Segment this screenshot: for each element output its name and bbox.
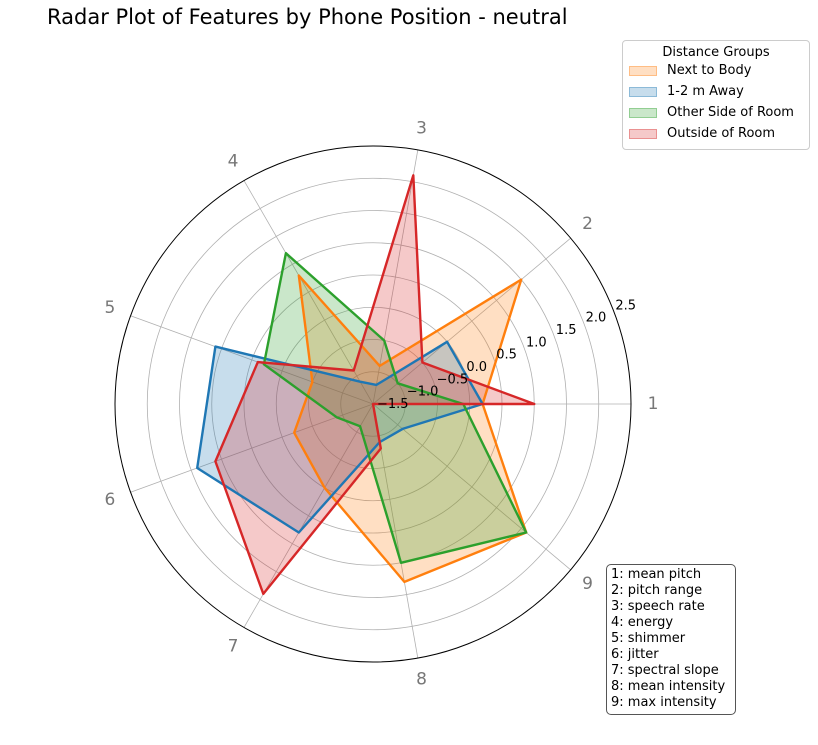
legend-label: Outside of Room: [667, 126, 776, 141]
radial-tick-label: −0.5: [437, 372, 469, 387]
series-area: [294, 275, 527, 582]
axis-label: 8: [416, 670, 427, 690]
feature-key-box: 1: mean pitch 2: pitch range 3: speech r…: [606, 564, 736, 715]
axis-label: 9: [582, 574, 593, 594]
axis-label: 2: [582, 214, 593, 234]
series-area: [263, 253, 527, 563]
chart-title: Radar Plot of Features by Phone Position…: [47, 5, 568, 29]
axis-label: 3: [416, 118, 427, 138]
legend-swatch: [629, 128, 657, 139]
grid-spoke: [130, 403, 374, 493]
legend-title: Distance Groups: [662, 45, 770, 60]
grid-spoke: [372, 237, 571, 405]
radial-tick-label: 0.0: [466, 360, 487, 375]
series-line: [262, 251, 528, 564]
feature-key-line: 1: mean pitch: [611, 567, 702, 582]
legend-swatch: [629, 107, 657, 118]
feature-key-line: 6: jitter: [611, 647, 659, 662]
feature-key-line: 9: max intensity: [611, 695, 717, 710]
axis-label: 5: [104, 298, 115, 318]
feature-key-line: 7: spectral slope: [611, 663, 719, 678]
feature-key-line: 3: speech rate: [611, 599, 705, 614]
outer-frame: [114, 145, 632, 663]
legend-swatch: [629, 65, 657, 76]
legend-label: Other Side of Room: [667, 105, 794, 120]
series-line: [195, 340, 484, 534]
axis-label: 1: [648, 394, 659, 414]
axis-label: 4: [228, 152, 239, 172]
legend-label: Next to Body: [667, 63, 752, 78]
legend-item-other-side-of-room: Other Side of Room: [623, 102, 809, 123]
radial-tick-label: 1.0: [526, 335, 547, 350]
legend: Distance Groups Next to Body 1-2 m Away …: [622, 40, 810, 150]
radial-tick-label: 2.5: [615, 298, 636, 313]
grid-spoke: [372, 149, 419, 405]
feature-key-line: 2: pitch range: [611, 583, 703, 598]
legend-label: 1-2 m Away: [667, 84, 744, 99]
radial-tick-label: 0.5: [496, 348, 517, 363]
legend-swatch: [629, 86, 657, 97]
grid-spoke: [243, 180, 374, 405]
grid-spoke: [130, 315, 374, 405]
feature-key-line: 4: energy: [611, 615, 674, 630]
radial-tick-label: 2.0: [586, 311, 607, 326]
series-line: [214, 174, 536, 596]
grid-spoke: [372, 403, 571, 571]
legend-item-outside-of-room: Outside of Room: [623, 123, 809, 144]
axis-label: 7: [228, 637, 239, 657]
feature-key-line: 5: shimmer: [611, 631, 686, 646]
radial-tick-label: −1.0: [407, 385, 439, 400]
axis-label: 6: [104, 490, 115, 510]
radial-tick-label: 1.5: [556, 323, 577, 338]
radial-tick-label: −1.5: [377, 397, 409, 412]
series-line: [293, 274, 528, 584]
legend-item-1-2m-away: 1-2 m Away: [623, 81, 809, 102]
feature-key-line: 8: mean intensity: [611, 679, 726, 694]
series-area: [197, 341, 483, 533]
legend-item-next-to-body: Next to Body: [623, 60, 809, 81]
